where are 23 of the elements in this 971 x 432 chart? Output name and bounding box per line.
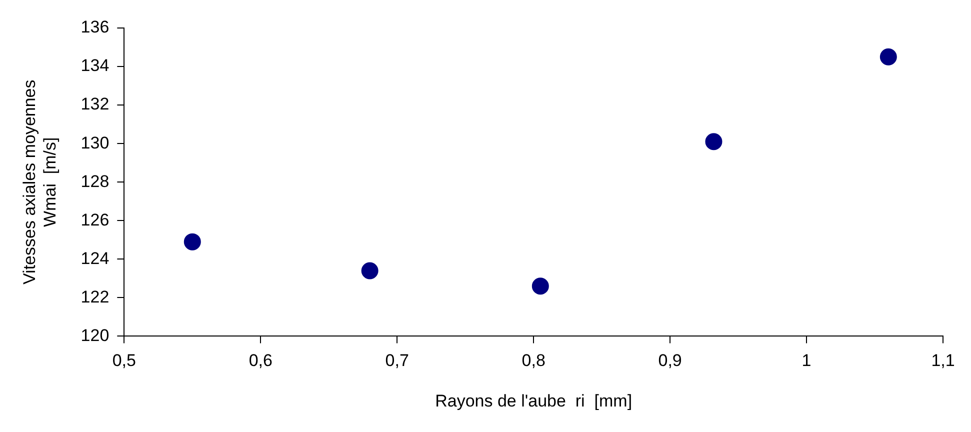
y-tick-label: 130 bbox=[80, 133, 110, 152]
y-tick-label: 126 bbox=[80, 210, 110, 230]
y-tick-label: 134 bbox=[80, 56, 110, 76]
x-axis-title: Rayons de l'aube ri [mm] bbox=[435, 391, 632, 410]
x-tick-label: 0,9 bbox=[658, 351, 682, 370]
x-tick-label: 1,1 bbox=[931, 351, 955, 370]
y-tick-label: 128 bbox=[80, 172, 110, 191]
point bbox=[361, 262, 378, 280]
point bbox=[184, 233, 201, 250]
y-tick-label: 132 bbox=[80, 94, 110, 114]
x-tick-label: 0,6 bbox=[248, 351, 272, 370]
point bbox=[705, 133, 722, 150]
point bbox=[532, 278, 549, 295]
y-tick-label: 120 bbox=[80, 326, 110, 345]
point bbox=[880, 48, 897, 66]
x-tick-label: 0,8 bbox=[522, 351, 546, 370]
x-tick-label: 1 bbox=[802, 351, 812, 370]
y-tick-label: 124 bbox=[80, 248, 110, 268]
y-axis-title: Vitesses axiales moyennes Wmai [m/s] bbox=[20, 80, 60, 284]
x-tick-label: 0,7 bbox=[385, 351, 409, 370]
x-tick-label: 0,5 bbox=[112, 351, 136, 370]
y-tick-label: 136 bbox=[80, 18, 110, 37]
y-tick-label: 122 bbox=[80, 287, 110, 306]
